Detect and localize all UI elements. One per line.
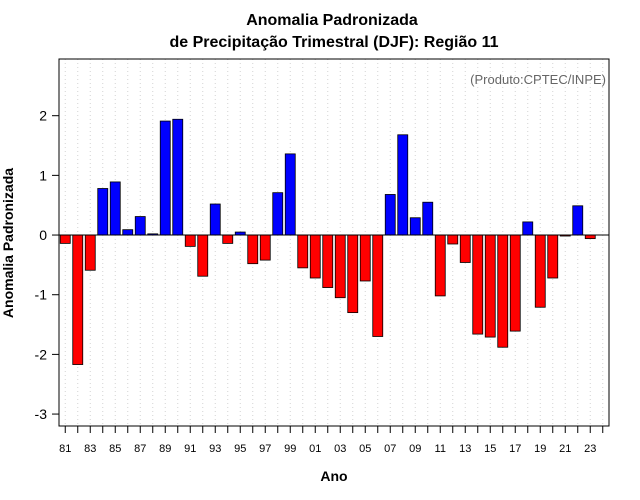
bar-12 [447,234,459,245]
x-axis: 81 83 85 87 89 91 93 95 97 99 01 03 05 07 09 11 13 15 17 19… [59,426,604,455]
bar-16 [497,234,509,348]
bar-08 [397,134,409,236]
x-tick-label: 21 [559,443,571,455]
x-tick-label: 85 [109,443,121,455]
x-tick-label: 05 [359,443,371,455]
x-tick-label: 11 [435,443,446,455]
x-tick-label: 23 [584,443,596,455]
y-tick-label: -1 [35,287,48,303]
bar-84 [97,188,109,236]
bar-18 [522,221,534,236]
bar-00 [297,234,309,269]
bar-09 [409,217,421,236]
y-tick-label: 0 [39,227,47,243]
x-tick-label: 03 [334,443,346,455]
bar-97 [259,234,271,261]
y-tick-label: 1 [39,167,47,183]
x-tick-label: 83 [84,443,96,455]
x-tick-label: 15 [484,443,496,455]
bar-99 [284,153,296,236]
bar-83 [84,234,96,271]
bar-92 [197,234,209,277]
bar-81 [59,234,71,244]
y-axis-label: Anomalia Padronizada [0,168,16,318]
bar-96 [247,234,259,265]
bar-17 [509,234,521,332]
bar-15 [484,234,496,338]
chart-subtitle: de Precipitação Trimestral (DJF): Região… [169,34,498,51]
x-tick-label: 93 [209,443,221,455]
bar-07 [384,194,396,236]
x-tick-label: 13 [459,443,471,455]
x-tick-label: 97 [259,443,271,455]
x-tick-label: 07 [384,443,396,455]
x-tick-label: 01 [309,443,321,455]
bar-22 [572,205,584,236]
bar-11 [434,234,446,297]
bar-10 [422,201,434,236]
bar-90 [172,118,184,236]
bar-19 [534,234,546,308]
bar-93 [209,203,221,236]
bar-94 [222,234,234,244]
x-tick-label: 17 [509,443,521,455]
x-tick-label: 91 [184,443,196,455]
x-tick-label: 89 [159,443,171,455]
bar-85 [109,181,121,236]
bar-06 [372,234,384,337]
bar-91 [184,234,196,247]
bar-05 [359,234,371,282]
x-tick-label: 95 [234,443,246,455]
y-tick-label: 2 [39,108,47,124]
x-tick-label: 09 [409,443,421,455]
bar-14 [472,234,484,335]
bar-23 [584,234,596,240]
x-tick-label: 81 [59,443,71,455]
plot-frame [58,58,610,427]
bar-86 [122,229,134,236]
bar-02 [322,234,334,288]
bar-89 [159,120,171,236]
x-tick-label: 99 [284,443,296,455]
y-axis: -3 -2 -1 0 1 2 [35,108,59,422]
x-tick-label: 87 [134,443,146,455]
x-tick-label: 19 [534,443,546,455]
y-tick-label: -2 [35,346,48,362]
bar-01 [309,234,321,279]
x-axis-label: Ano [320,468,347,484]
bar-87 [134,216,146,236]
bar-20 [547,234,559,279]
bar-13 [459,234,471,263]
chart-title: Anomalia Padronizada [246,12,418,29]
y-tick-label: -3 [35,406,48,422]
bar-04 [347,234,359,314]
bar-03 [334,234,346,299]
bars [59,118,596,365]
bar-98 [272,192,284,236]
source-annotation: (Produto:CPTEC/INPE) [470,72,606,87]
bar-82 [72,234,84,365]
